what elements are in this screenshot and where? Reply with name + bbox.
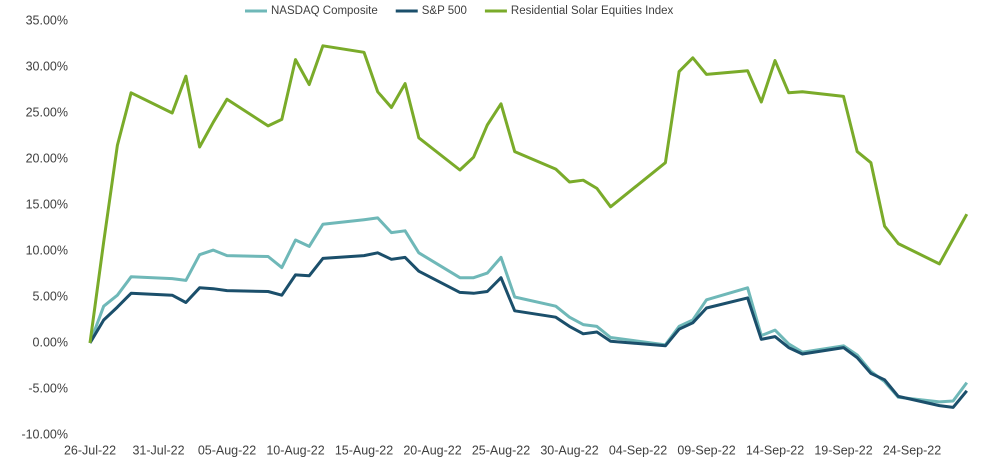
series-line xyxy=(88,251,968,409)
x-tick-label: 14-Sep-22 xyxy=(746,443,804,457)
x-tick-label: 20-Aug-22 xyxy=(403,443,461,457)
y-tick-label: -5.00% xyxy=(28,381,68,395)
legend-item: S&P 500 xyxy=(395,5,467,17)
y-tick-label: 25.00% xyxy=(26,105,68,119)
x-tick-label: 05-Aug-22 xyxy=(198,443,256,457)
x-tick-label: 24-Sep-22 xyxy=(883,443,941,457)
x-tick-label: 09-Sep-22 xyxy=(677,443,735,457)
legend-item: NASDAQ Composite xyxy=(245,5,378,17)
y-tick-label: 5.00% xyxy=(33,289,68,303)
y-tick-label: 20.00% xyxy=(26,151,68,165)
x-tick-label: 30-Aug-22 xyxy=(540,443,598,457)
x-tick-label: 26-Jul-22 xyxy=(64,443,116,457)
legend-label: Residential Solar Equities Index xyxy=(511,5,674,17)
x-tick-label: 25-Aug-22 xyxy=(472,443,530,457)
legend: NASDAQ Composite S&P 500 Residential Solar… xyxy=(245,5,674,17)
y-tick-label: 10.00% xyxy=(26,243,68,257)
y-tick-label: 30.00% xyxy=(26,59,68,73)
y-tick-label: 15.00% xyxy=(26,197,68,211)
legend-label: NASDAQ Composite xyxy=(271,5,378,17)
x-tick-label: 15-Aug-22 xyxy=(335,443,393,457)
y-tick-label: -10.00% xyxy=(21,427,68,441)
series-line xyxy=(88,44,969,344)
y-tick-label: 0.00% xyxy=(33,335,68,349)
x-tick-label: 04-Sep-22 xyxy=(609,443,667,457)
x-tick-label: 10-Aug-22 xyxy=(266,443,324,457)
x-tick-label: 31-Jul-22 xyxy=(132,443,184,457)
legend-label: S&P 500 xyxy=(422,5,467,17)
y-tick-label: 35.00% xyxy=(26,13,68,27)
legend-item: Residential Solar Equities Index xyxy=(484,5,674,17)
x-tick-label: 19-Sep-22 xyxy=(814,443,872,457)
series-line xyxy=(88,216,969,404)
